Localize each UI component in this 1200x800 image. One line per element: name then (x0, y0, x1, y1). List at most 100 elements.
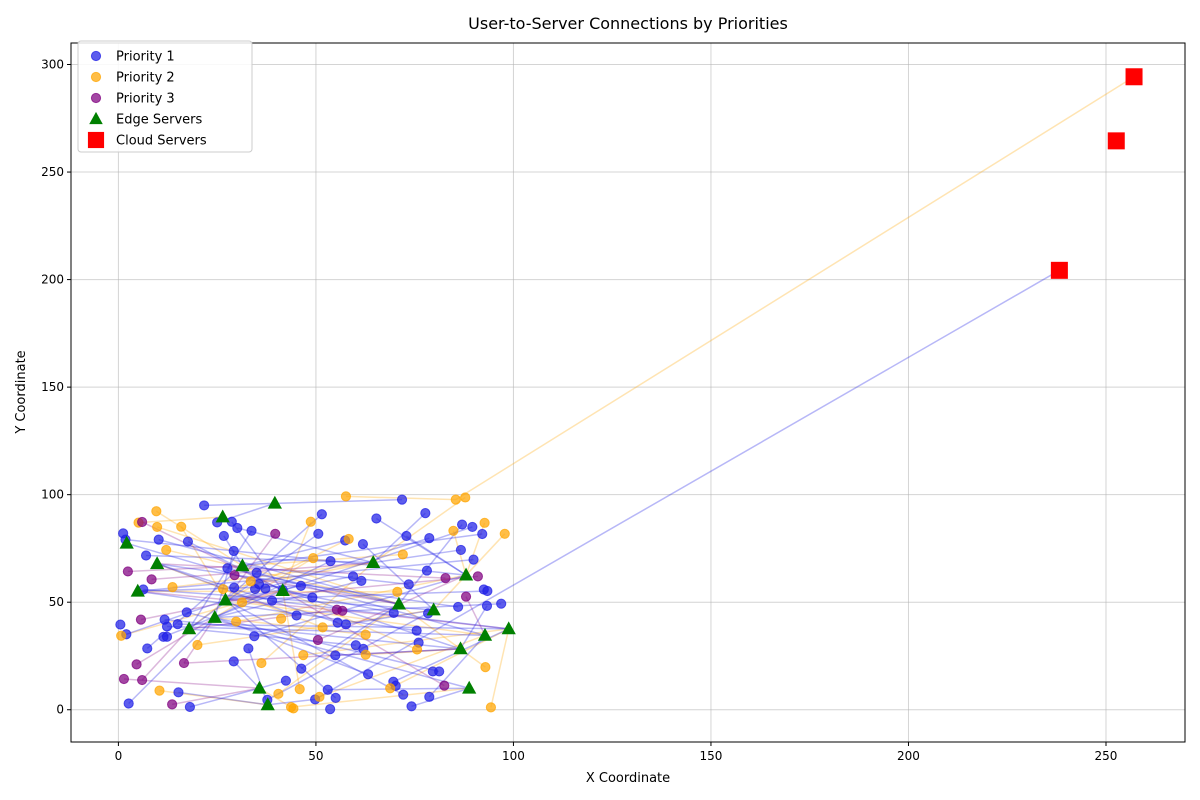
priority1-connection-line (224, 599, 337, 699)
legend-label: Priority 3 (116, 92, 175, 107)
priority1-connection-line (372, 512, 426, 564)
y-tick-label: 250 (41, 165, 64, 179)
priority-1-point (222, 563, 233, 574)
priority1-connection-line (187, 540, 284, 592)
priority1-connection-line (164, 618, 461, 650)
priority1-connection-line (156, 562, 338, 624)
priority-2-point (360, 649, 371, 660)
axis-ticks: 0 50 100 150 200 250 0 50 100 150 200 250 300 (41, 58, 1117, 763)
priority2-connection-line (172, 561, 374, 588)
legend-label: Edge Servers (116, 113, 202, 128)
x-tick-label: 100 (502, 749, 525, 763)
priority-2-point (460, 492, 471, 503)
priority1-connection-line (428, 634, 486, 698)
priority-1-point (468, 554, 479, 565)
priority-1-point (173, 687, 184, 698)
priority-3-point (137, 516, 148, 528)
priority1-connection-line (163, 589, 284, 638)
priority-1-point (184, 701, 196, 713)
priority-1-point (182, 536, 194, 547)
priority-1-point (347, 571, 359, 582)
y-tick-label: 100 (41, 488, 64, 502)
priority3-connection-line (317, 574, 467, 641)
priority2-connection-line (166, 549, 400, 605)
priority1-connection-line (300, 603, 400, 670)
priority-3-point (135, 614, 147, 625)
priority1-connection-line (314, 269, 1060, 701)
priority1-connection-line (137, 590, 417, 632)
priority-2-point (360, 629, 371, 640)
priority-1-point (332, 617, 343, 628)
legend-box (77, 40, 253, 153)
cloud-server-marker (1050, 261, 1068, 279)
edge-server-marker (252, 680, 267, 694)
priority3-connection-line (151, 561, 374, 581)
priority-1-point (371, 513, 382, 524)
x-tick-label: 0 (115, 749, 123, 763)
priority-1-point (172, 619, 183, 630)
priority-2-point (298, 650, 309, 661)
priority-1-point (140, 550, 152, 561)
priority2-connection-line (235, 574, 467, 623)
priority1-connection-line (282, 526, 473, 592)
priority2-connection-line (303, 628, 509, 656)
priority2-connection-line (155, 510, 243, 567)
edge-server-marker (149, 556, 165, 570)
priority2-connection-line (455, 76, 1135, 501)
connection-lines (120, 76, 1135, 710)
y-tick-label: 150 (41, 380, 64, 394)
priority1-connection-line (214, 616, 440, 673)
priority-3-point (440, 573, 451, 584)
priority-2-point (317, 622, 328, 633)
priority-3-point (118, 673, 130, 685)
priority1-connection-line (247, 648, 269, 706)
priority1-connection-line (405, 535, 467, 576)
priority-1-point (396, 494, 408, 505)
priority-2-point (288, 703, 299, 714)
priority1-connection-line (282, 589, 394, 614)
priority-1-point (322, 684, 333, 695)
legend-marker (89, 111, 103, 125)
priority-1-point (153, 534, 164, 545)
priority-1-point (362, 669, 374, 680)
priority1-connection-line (158, 538, 400, 605)
priority-2-point (192, 639, 203, 651)
priority-1-point (228, 656, 239, 667)
priority-2-point (161, 544, 172, 556)
priority3-connection-line (171, 687, 260, 706)
priority2-connection-line (433, 533, 506, 611)
grid (71, 43, 1185, 742)
edge-server-marker (215, 509, 230, 523)
priority2-connection-line (241, 601, 486, 637)
edge-server-marker (130, 583, 145, 597)
edge-server-marker (477, 627, 493, 641)
priority-1-point (229, 582, 240, 593)
priority-1-point (295, 580, 307, 591)
priority-1-point (411, 625, 422, 636)
priority-3-point (146, 574, 157, 585)
priority-1-point (357, 539, 369, 550)
priority-2-point (276, 613, 287, 624)
edge-server-marker (453, 641, 468, 655)
edge-server-marker (267, 495, 282, 509)
y-tick-label: 0 (56, 703, 64, 717)
legend-label: Priority 2 (116, 71, 175, 86)
priority3-connection-line (225, 575, 478, 601)
priority-1-point (161, 621, 173, 632)
y-tick-label: 50 (49, 595, 64, 609)
priority-2-point (499, 528, 510, 539)
priority1-connection-line (137, 558, 474, 592)
priority-2-point (450, 494, 461, 505)
priority-1-point (228, 545, 239, 557)
priority-1-point (280, 675, 291, 686)
priority1-connection-line (224, 513, 323, 601)
priority-1-point (316, 509, 327, 520)
priority-3-point (460, 591, 472, 602)
priority2-connection-line (319, 634, 486, 698)
priority3-connection-line (336, 608, 509, 630)
priority-2-point (411, 644, 423, 655)
legend-label: Priority 1 (116, 50, 175, 65)
priority1-connection-line (256, 572, 486, 637)
priority-1-point (388, 607, 399, 619)
